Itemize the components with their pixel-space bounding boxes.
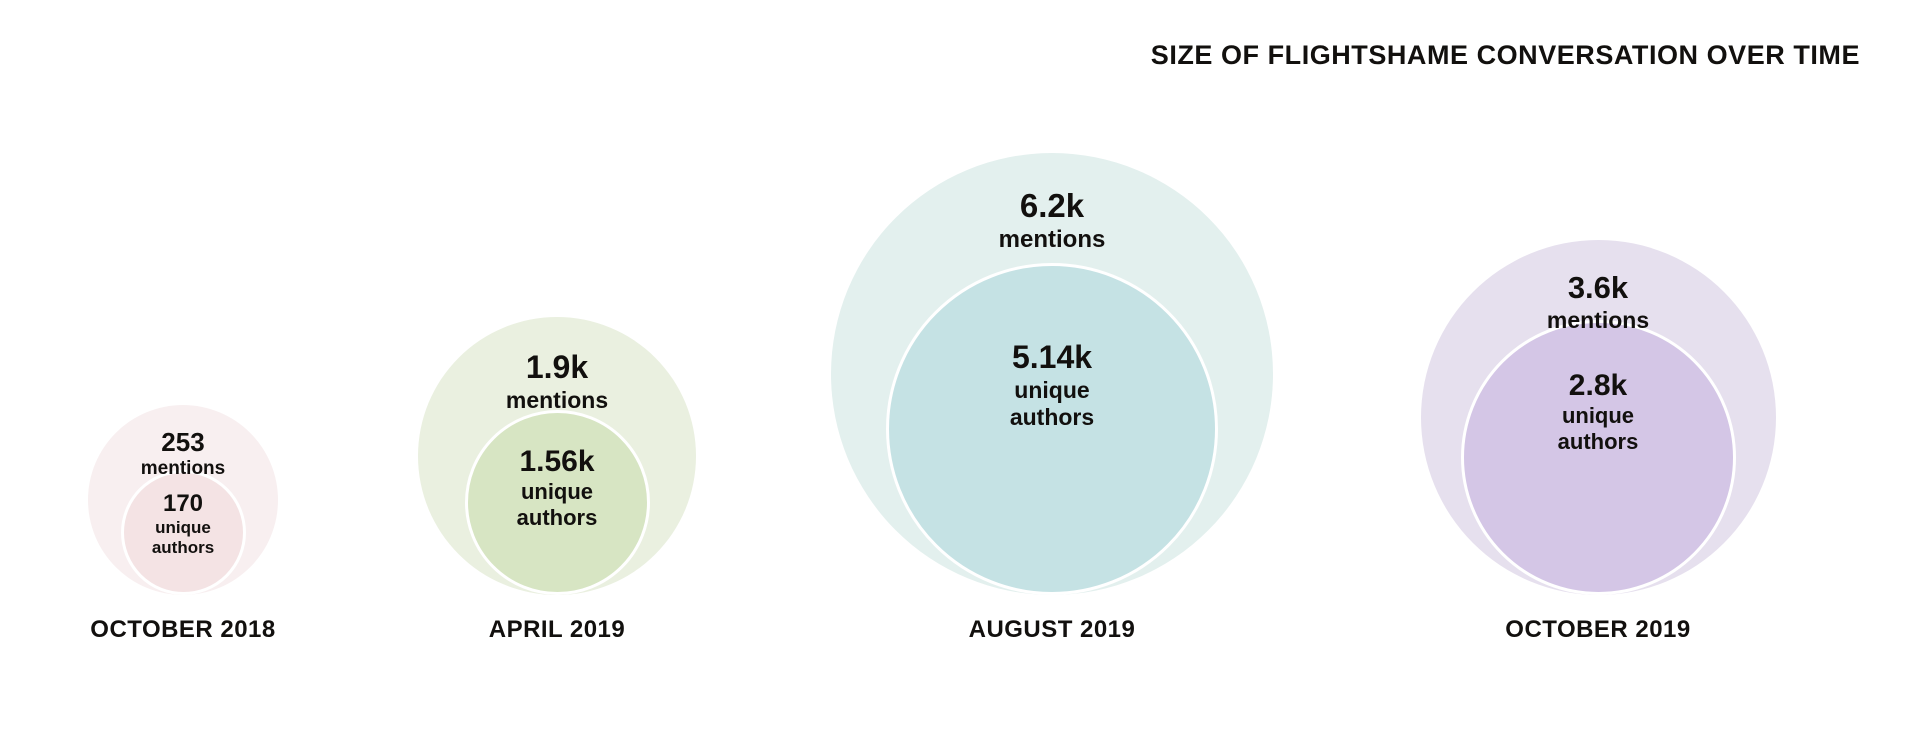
unique-authors-circle[interactable] xyxy=(464,410,650,595)
circle-stack: 1.9k mentions 1.56k unique authors xyxy=(418,317,696,595)
date-label: APRIL 2019 xyxy=(488,616,626,643)
date-label: OCTOBER 2019 xyxy=(1505,616,1691,643)
page-title: SIZE OF FLIGHTSHAME CONVERSATION OVER TI… xyxy=(1150,40,1860,70)
circle-stack: 6.2k mentions 5.14k unique authors xyxy=(831,153,1273,595)
date-label: OCTOBER 2018 xyxy=(90,616,276,643)
date-label: AUGUST 2019 xyxy=(968,616,1136,643)
circle-stack: 3.6k mentions 2.8k unique authors xyxy=(1420,240,1776,595)
unique-authors-circle[interactable] xyxy=(886,263,1218,595)
unique-authors-circle[interactable] xyxy=(120,470,246,595)
bubble-group: 3.6k mentions 2.8k unique authors OCTOBER 201… xyxy=(1420,0,1776,744)
bubble-group: 1.9k mentions 1.56k unique authors APRIL 2019 xyxy=(418,0,696,744)
bubble-group: 6.2k mentions 5.14k unique authors AUGUST 201… xyxy=(831,0,1273,744)
bubble-group: 253 mentions 170 unique authors OCTOBER 2018 xyxy=(53,0,313,744)
circle-stack: 253 mentions 170 unique authors xyxy=(88,405,278,595)
unique-authors-circle[interactable] xyxy=(1460,320,1736,595)
